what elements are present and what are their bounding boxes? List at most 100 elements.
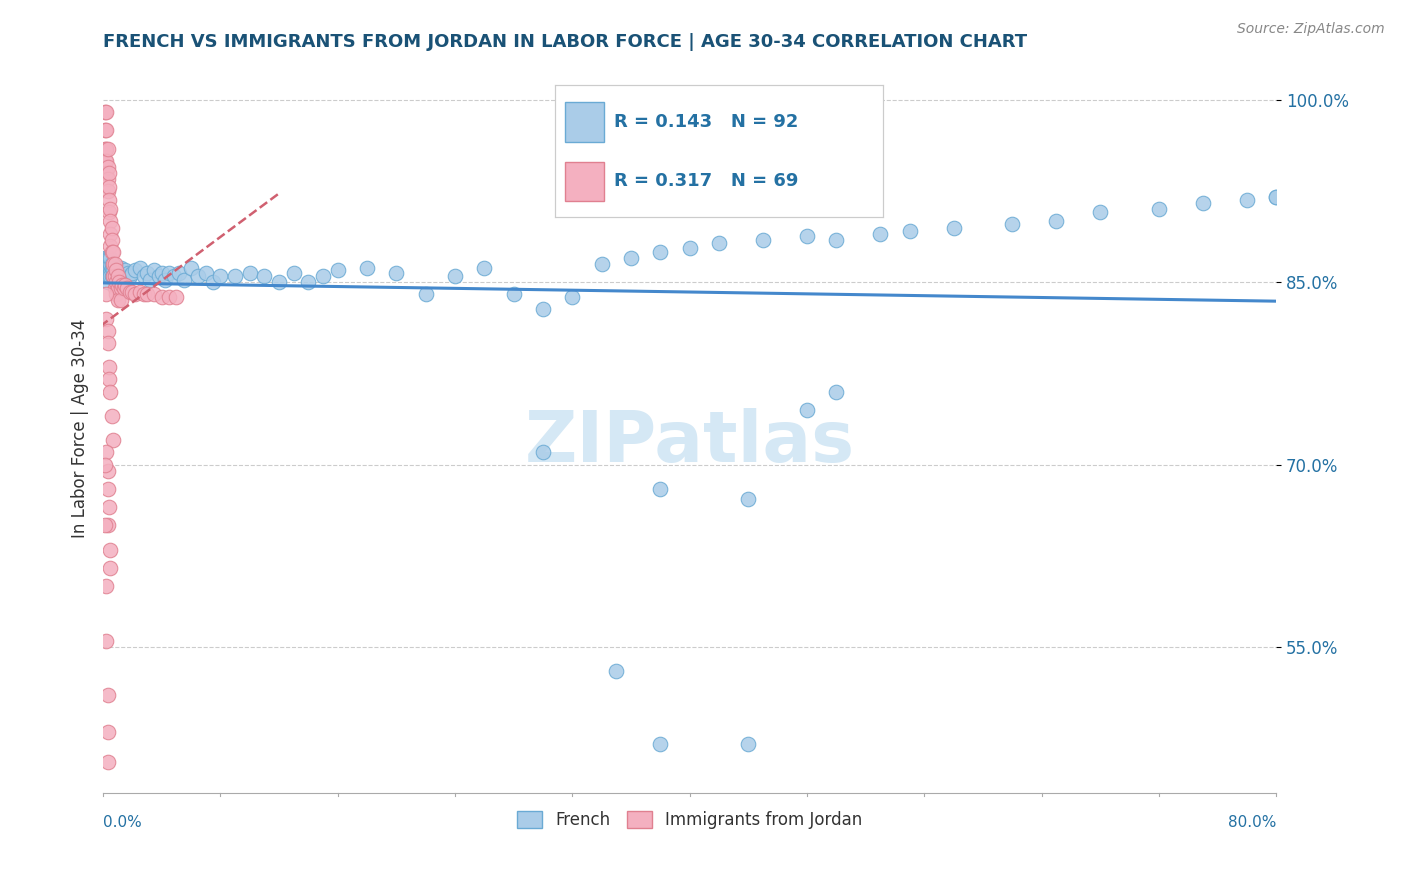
Point bbox=[678, 241, 700, 255]
Point bbox=[94, 445, 117, 459]
Point bbox=[110, 260, 132, 275]
Point bbox=[100, 257, 122, 271]
Point bbox=[101, 269, 124, 284]
Point bbox=[98, 180, 121, 194]
Point bbox=[115, 281, 138, 295]
Point bbox=[118, 269, 141, 284]
Point bbox=[121, 266, 143, 280]
Point bbox=[93, 153, 115, 168]
Point bbox=[98, 263, 121, 277]
Point bbox=[121, 285, 143, 299]
Point bbox=[94, 287, 117, 301]
Point bbox=[472, 260, 495, 275]
Point bbox=[107, 269, 129, 284]
Point bbox=[869, 227, 891, 241]
Point bbox=[620, 251, 643, 265]
Point bbox=[94, 166, 117, 180]
Point bbox=[100, 266, 122, 280]
Point bbox=[100, 239, 122, 253]
Point bbox=[96, 725, 118, 739]
Point bbox=[136, 266, 159, 280]
Point bbox=[107, 260, 129, 275]
Point bbox=[96, 251, 118, 265]
Point bbox=[96, 756, 118, 770]
Point bbox=[101, 233, 124, 247]
Point bbox=[98, 166, 121, 180]
Point bbox=[143, 263, 166, 277]
Point bbox=[93, 458, 115, 472]
Point bbox=[103, 434, 125, 448]
Point bbox=[162, 269, 184, 284]
Point bbox=[100, 542, 122, 557]
Point bbox=[104, 269, 127, 284]
Point bbox=[591, 257, 613, 271]
Point bbox=[94, 123, 117, 137]
Point bbox=[707, 236, 730, 251]
Point bbox=[93, 269, 115, 284]
Point bbox=[101, 260, 124, 275]
Point bbox=[100, 260, 122, 275]
Point bbox=[94, 153, 117, 168]
Point bbox=[737, 737, 759, 751]
Point bbox=[93, 105, 115, 120]
Point bbox=[105, 275, 128, 289]
Point bbox=[117, 266, 139, 280]
Point bbox=[94, 269, 117, 284]
Point bbox=[103, 257, 125, 271]
Point bbox=[165, 290, 187, 304]
Point bbox=[128, 260, 150, 275]
Point bbox=[93, 263, 115, 277]
Point bbox=[1001, 217, 1024, 231]
Point bbox=[825, 384, 848, 399]
Text: 80.0%: 80.0% bbox=[1227, 814, 1277, 830]
Point bbox=[94, 105, 117, 120]
Point bbox=[173, 273, 195, 287]
Point bbox=[93, 142, 115, 156]
Point bbox=[114, 277, 136, 292]
Point bbox=[796, 402, 818, 417]
Point bbox=[103, 244, 125, 259]
Point bbox=[134, 287, 156, 301]
Point bbox=[108, 266, 131, 280]
Point bbox=[136, 287, 159, 301]
Point bbox=[104, 281, 127, 295]
Point bbox=[105, 263, 128, 277]
Point bbox=[124, 263, 146, 277]
Point bbox=[825, 233, 848, 247]
Point bbox=[134, 269, 156, 284]
Point bbox=[650, 244, 672, 259]
Point bbox=[150, 290, 173, 304]
Point bbox=[98, 269, 121, 284]
Point bbox=[94, 142, 117, 156]
Point bbox=[96, 269, 118, 284]
Point bbox=[104, 269, 127, 284]
Point bbox=[103, 269, 125, 284]
Point bbox=[253, 269, 276, 284]
Point bbox=[796, 229, 818, 244]
Point bbox=[148, 269, 170, 284]
Text: ZIPatlas: ZIPatlas bbox=[524, 409, 855, 477]
Point bbox=[115, 269, 138, 284]
Point bbox=[101, 244, 124, 259]
Point bbox=[128, 285, 150, 299]
Point bbox=[111, 277, 134, 292]
Point bbox=[96, 689, 118, 703]
Point bbox=[1236, 193, 1258, 207]
Point bbox=[100, 384, 122, 399]
Point bbox=[108, 275, 131, 289]
Point bbox=[150, 266, 173, 280]
Point bbox=[94, 251, 117, 265]
Point bbox=[103, 269, 125, 284]
Point bbox=[96, 482, 118, 496]
Point bbox=[104, 257, 127, 271]
Point bbox=[356, 260, 378, 275]
Point bbox=[96, 172, 118, 186]
Point bbox=[110, 281, 132, 295]
Text: Source: ZipAtlas.com: Source: ZipAtlas.com bbox=[1237, 22, 1385, 37]
Point bbox=[98, 204, 121, 219]
Point bbox=[98, 193, 121, 207]
Point bbox=[415, 287, 437, 301]
Point bbox=[98, 360, 121, 375]
Point bbox=[650, 482, 672, 496]
Point bbox=[561, 290, 583, 304]
